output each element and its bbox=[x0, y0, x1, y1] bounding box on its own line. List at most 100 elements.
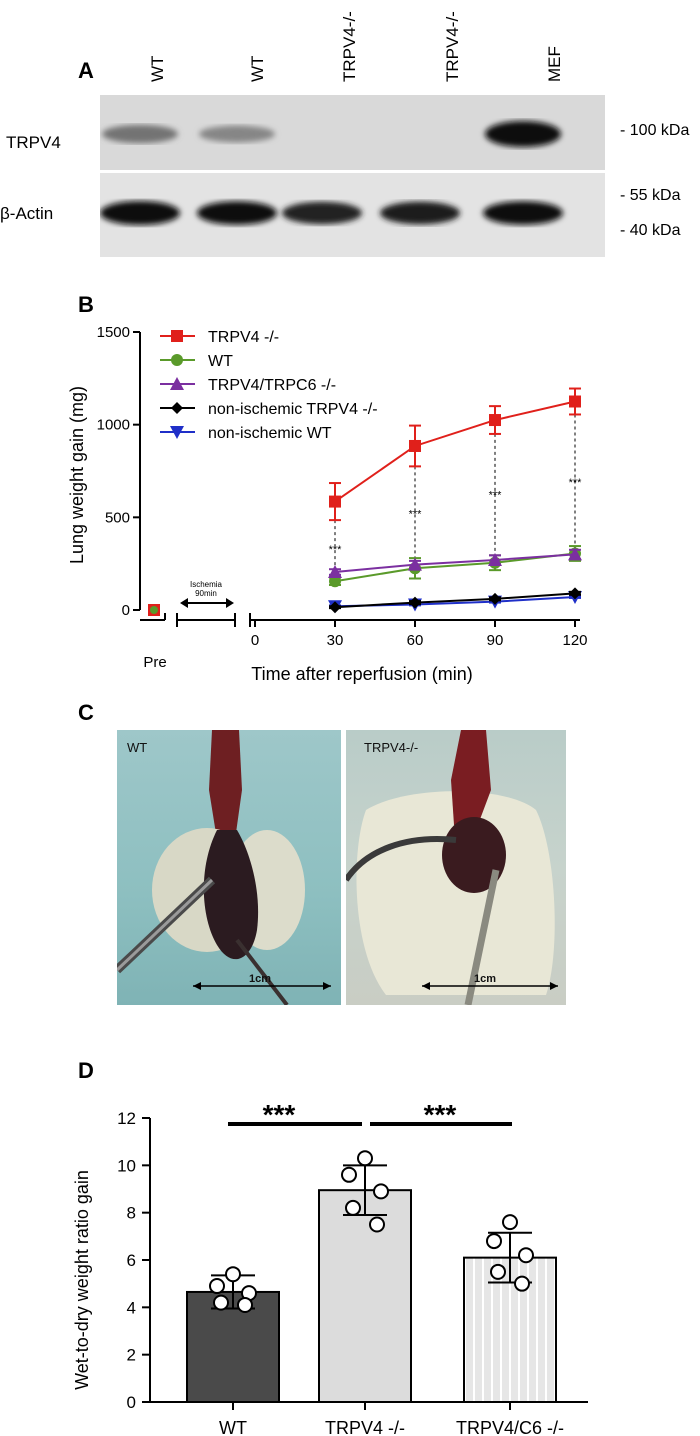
photo-wt-drawing bbox=[117, 730, 305, 1005]
point-trpv4-trpc6-0 bbox=[328, 565, 342, 579]
line-chart-legend: TRPV4 -/- WT TRPV4/TRPC6 -/- non-ischemic T… bbox=[160, 329, 378, 442]
data-point-1-2 bbox=[373, 1183, 389, 1200]
y-tick-label-0: 0 bbox=[122, 602, 130, 619]
panel-c-label: C bbox=[78, 700, 94, 725]
legend-label-4: non-ischemic WT bbox=[208, 425, 332, 442]
line-chart-series bbox=[148, 387, 582, 616]
y-tick-label-1: 2 bbox=[127, 1346, 136, 1365]
line-chart-significance: *** *** *** *** bbox=[329, 414, 583, 570]
photo-trpv4-ko-scale-label: 1cm bbox=[474, 973, 497, 985]
trpv4-band-2 bbox=[199, 125, 275, 143]
y-tick-label-0: 0 bbox=[127, 1393, 136, 1412]
photo-wt-label: WT bbox=[127, 740, 148, 755]
x-tick-label-2: 60 bbox=[407, 632, 424, 649]
data-point-1-1 bbox=[341, 1166, 357, 1183]
legend-marker-1 bbox=[171, 354, 183, 366]
lane-label-5: MEF bbox=[545, 46, 564, 82]
photo-trpv4-ko-scale-bar bbox=[422, 982, 558, 990]
sig-label-0: *** bbox=[329, 544, 343, 556]
ischemia-duration-label: 90min bbox=[195, 589, 217, 598]
data-point-0-1 bbox=[209, 1278, 225, 1295]
marker-40kda: - 40 kDa bbox=[620, 222, 681, 239]
x-tick-label-1: 30 bbox=[327, 632, 344, 649]
data-point-2-1 bbox=[486, 1233, 502, 1250]
actin-band-1 bbox=[100, 201, 180, 225]
data-point-0-0 bbox=[225, 1266, 241, 1283]
category-label-1: TRPV4 -/- bbox=[325, 1418, 405, 1436]
actin-band-5 bbox=[483, 201, 563, 225]
photo-wt-scale-bar bbox=[193, 982, 331, 990]
data-point-2-0 bbox=[502, 1214, 518, 1231]
point-trpv4-trpc6-2 bbox=[488, 552, 502, 566]
marker-100kda: - 100 kDa bbox=[620, 122, 690, 139]
series-line-trpv4-trpc6 bbox=[334, 553, 576, 574]
ischemia-label: Ischemia bbox=[190, 580, 223, 589]
pre-label: Pre bbox=[143, 654, 166, 671]
x-tick-label-3: 90 bbox=[487, 632, 504, 649]
y-tick-label-5: 10 bbox=[117, 1156, 136, 1175]
series-line-trpv4 bbox=[334, 400, 576, 503]
marker-55kda: - 55 kDa bbox=[620, 187, 681, 204]
photo-trpv4-ko-label: TRPV4-/- bbox=[364, 740, 419, 755]
lane-label-3: TRPV4-/- bbox=[340, 11, 359, 82]
bar-chart-axes: 0 2 4 6 8 10 12 WT TRPV4 -/- TRPV4/C6 -/- bbox=[117, 1109, 588, 1436]
western-blot bbox=[100, 95, 605, 257]
legend-label-3: non-ischemic TRPV4 -/- bbox=[208, 401, 378, 418]
trpv4-band-1 bbox=[102, 124, 178, 144]
actin-row-label: β-Actin bbox=[0, 204, 54, 223]
lane-label-2: WT bbox=[248, 55, 267, 82]
legend-label-0: TRPV4 -/- bbox=[208, 329, 279, 346]
legend-marker-0 bbox=[171, 330, 183, 342]
actin-band-2 bbox=[197, 201, 277, 225]
bar-chart-ylabel: Wet-to-dry weight ratio gain bbox=[72, 1170, 92, 1390]
data-point-2-4 bbox=[514, 1275, 530, 1292]
point-trpv4-trpc6-3 bbox=[568, 547, 582, 561]
point-trpv4-trpc6-1 bbox=[408, 557, 422, 571]
photo-trpv4-ko-drawing bbox=[346, 730, 555, 1005]
point-non-ischemic-trpv4-3 bbox=[569, 587, 581, 600]
line-chart: 0 500 1000 1500 0 30 60 90 120 *** *** *** *** TRPV… bbox=[67, 324, 588, 684]
data-point-1-3 bbox=[345, 1199, 361, 1216]
actin-band-4 bbox=[380, 201, 460, 225]
y-tick-label-3: 6 bbox=[127, 1251, 136, 1270]
bar-chart-bars bbox=[186, 1150, 557, 1403]
lane-label-4: TRPV4-/- bbox=[443, 11, 462, 82]
sig-label-1: *** bbox=[424, 1099, 457, 1130]
data-point-2-2 bbox=[518, 1247, 534, 1264]
legend-marker-3 bbox=[171, 402, 183, 414]
data-point-1-0 bbox=[357, 1150, 373, 1167]
y-tick-label-4: 8 bbox=[127, 1204, 136, 1223]
data-point-2-3 bbox=[490, 1263, 506, 1280]
y-tick-label-2: 4 bbox=[127, 1298, 136, 1317]
sig-label-0: *** bbox=[263, 1099, 296, 1130]
sig-label-1: *** bbox=[409, 509, 423, 521]
bar-0 bbox=[186, 1290, 280, 1403]
bar-chart: 0 2 4 6 8 10 12 WT TRPV4 -/- TRPV4/C6 -/- *** *** … bbox=[72, 1099, 588, 1436]
panel-b-label: B bbox=[78, 292, 94, 317]
point-non-ischemic-trpv4-1 bbox=[409, 596, 421, 609]
bar-1 bbox=[318, 1189, 412, 1403]
photo-trpv4-ko: TRPV4-/- 1cm bbox=[346, 730, 566, 1005]
category-label-0: WT bbox=[219, 1418, 247, 1436]
trpv4-bands bbox=[102, 121, 561, 147]
line-chart-axes: 0 500 1000 1500 0 30 60 90 120 bbox=[97, 324, 588, 649]
point-wt-0 bbox=[329, 575, 341, 588]
legend-marker-4 bbox=[170, 426, 184, 439]
y-tick-label-3: 1500 bbox=[97, 324, 130, 341]
line-chart-xlabel: Time after reperfusion (min) bbox=[251, 664, 472, 684]
y-tick-label-6: 12 bbox=[117, 1109, 136, 1128]
point-trpv4-1 bbox=[409, 439, 421, 452]
y-tick-label-2: 1000 bbox=[97, 417, 130, 434]
data-point-0-3 bbox=[213, 1294, 229, 1311]
legend-marker-2 bbox=[170, 377, 184, 390]
panel-d-label: D bbox=[78, 1058, 94, 1083]
legend-label-2: TRPV4/TRPC6 -/- bbox=[208, 377, 336, 394]
point-non-ischemic-trpv4-2 bbox=[489, 592, 501, 605]
point-trpv4-0 bbox=[329, 495, 341, 508]
legend-label-1: WT bbox=[208, 353, 233, 370]
sig-label-3: *** bbox=[569, 477, 583, 489]
data-point-0-4 bbox=[237, 1296, 253, 1313]
point-trpv4-2 bbox=[489, 414, 501, 427]
point-trpv4-3 bbox=[569, 395, 581, 408]
actin-band-3 bbox=[282, 201, 362, 225]
